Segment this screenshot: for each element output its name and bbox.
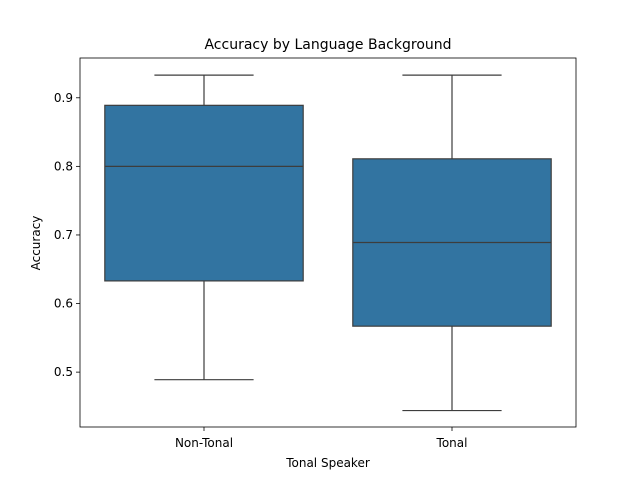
box-non-tonal [104, 74, 304, 381]
y-tick-label: 0.8 [54, 159, 73, 173]
interquartile-box [104, 104, 304, 282]
y-tick-label: 0.5 [54, 365, 73, 379]
y-tick-label: 0.6 [54, 297, 73, 311]
box-tonal [352, 74, 552, 412]
y-axis: 0.5 0.6 0.7 0.8 0.9 [54, 91, 80, 379]
x-tick-label: Tonal [436, 436, 468, 450]
y-tick-label: 0.7 [54, 228, 73, 242]
y-axis-title: Accuracy [29, 216, 43, 271]
y-tick-label: 0.9 [54, 91, 73, 105]
x-axis-title: Tonal Speaker [285, 456, 370, 470]
plot-frame [79, 57, 577, 428]
x-axis: Non-Tonal Tonal [175, 427, 468, 450]
plot-area [104, 74, 552, 412]
x-tick-label: Non-Tonal [175, 436, 233, 450]
chart-title: Accuracy by Language Background [204, 37, 451, 53]
